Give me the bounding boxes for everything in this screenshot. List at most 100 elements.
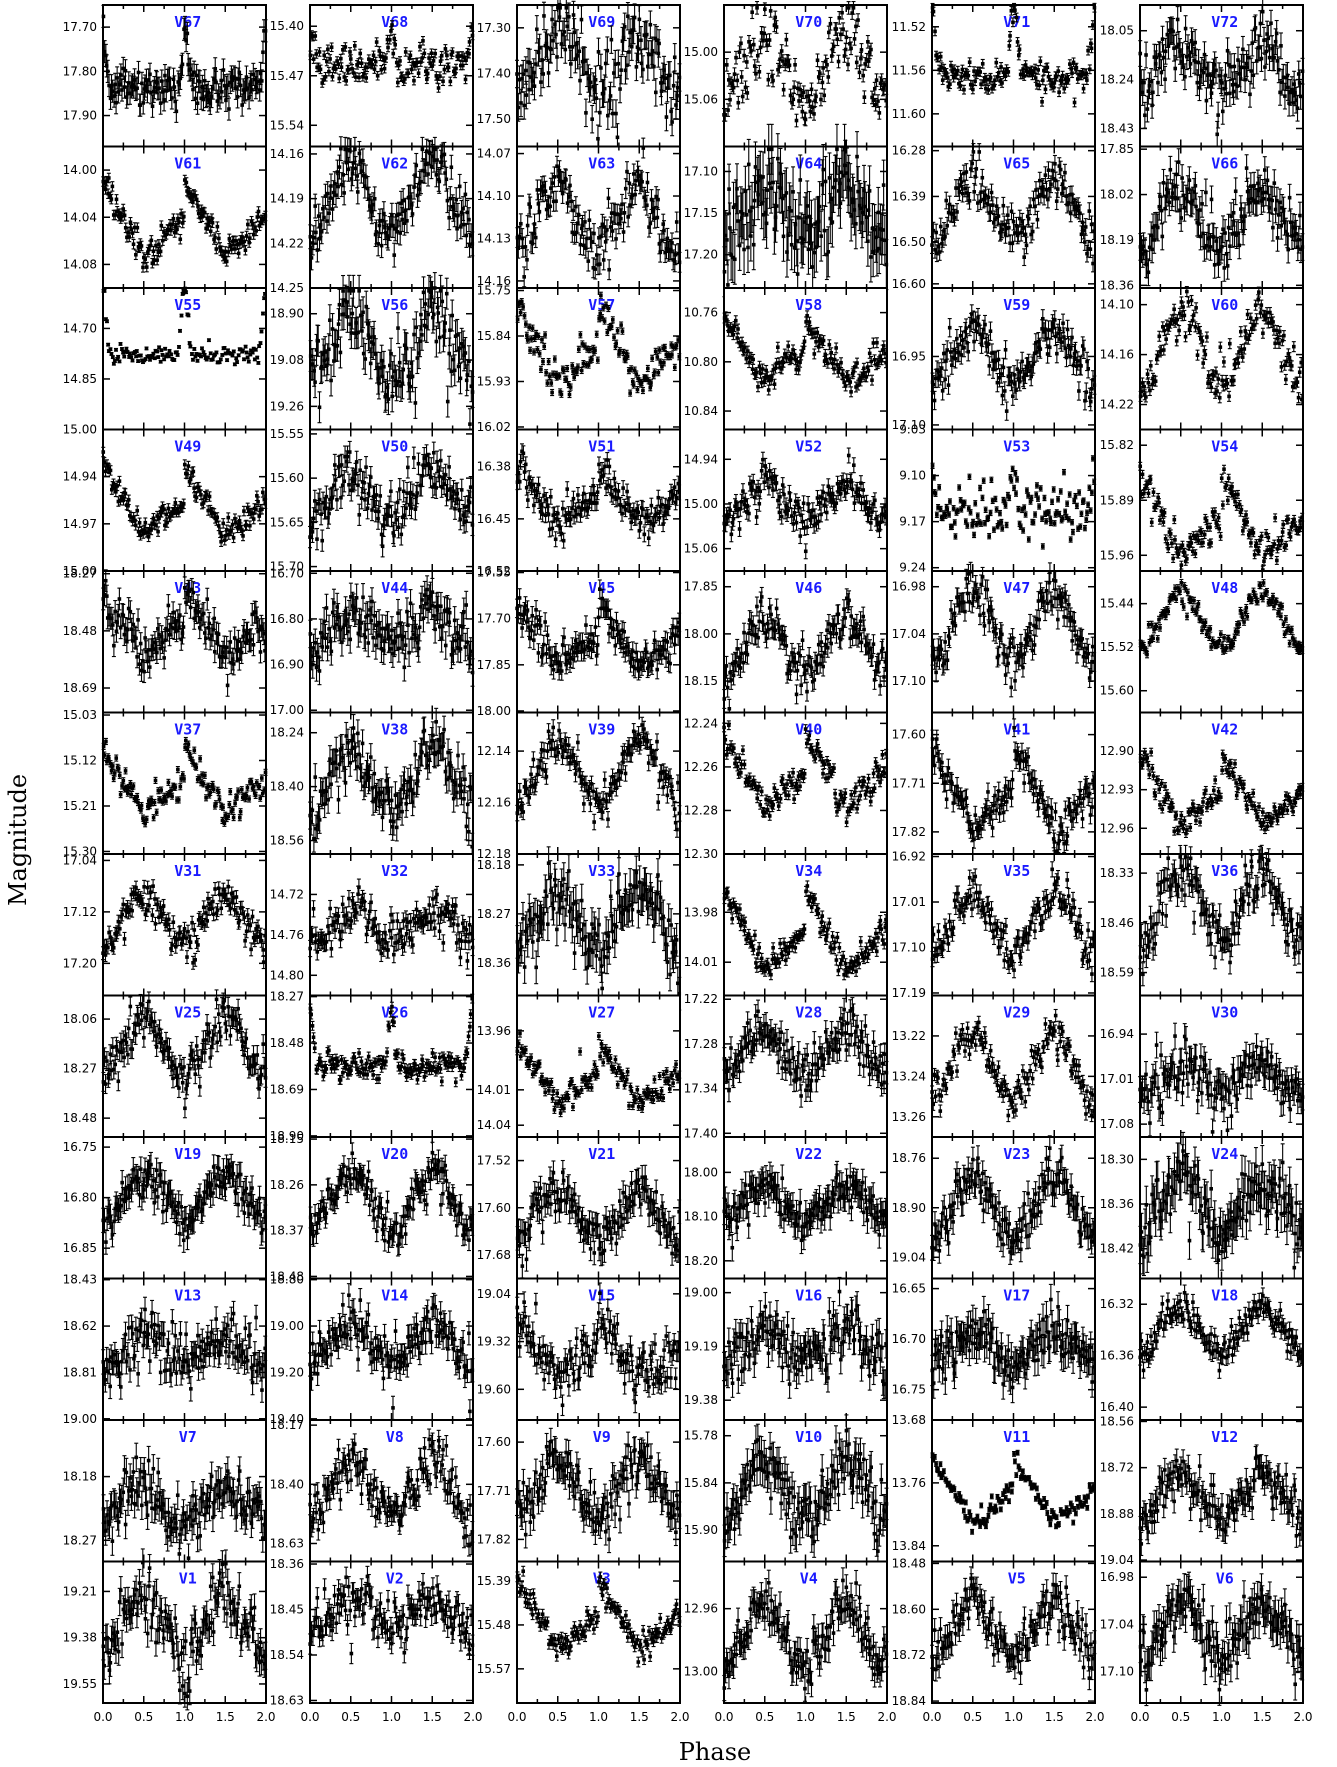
data-point [216,225,220,229]
data-point [151,104,155,108]
y-tick-label: 17.50 [477,112,511,126]
data-point [1299,95,1303,99]
data-point [224,99,228,103]
data-point [628,182,632,186]
data-point [728,98,732,102]
data-point [572,13,576,17]
data-point [525,93,529,97]
data-point [1162,56,1166,60]
data-point [375,40,379,44]
data-point [470,242,474,246]
data-point [611,112,615,116]
data-point [619,217,623,221]
y-tick-label: 14.22 [270,236,304,250]
data-point [551,39,555,43]
data-point [1228,92,1232,96]
data-point [1252,73,1256,77]
data-point [812,112,816,116]
data-point [819,98,823,102]
data-point [619,68,623,72]
data-point [732,86,736,90]
variable-label: V63 [588,155,615,173]
data-point [524,245,528,249]
data-point [755,6,759,10]
data-point [524,69,528,73]
y-tick-label: 18.24 [1100,73,1134,87]
data-point [244,248,248,252]
data-point [627,50,631,54]
data-point [1202,71,1206,75]
data-point [678,76,682,80]
data-point [792,85,796,89]
data-point [734,56,738,60]
data-point [218,96,222,100]
data-point [365,66,369,70]
data-point [584,111,588,115]
data-point [611,229,615,233]
data-point [657,42,661,46]
data-point [107,176,111,180]
data-point [393,43,397,47]
data-point [858,71,862,75]
data-point [746,91,750,95]
data-point [814,95,818,99]
data-point [392,37,396,41]
data-point [237,252,241,256]
data-point [136,226,140,230]
data-point [453,213,457,217]
data-point [801,110,805,114]
data-point [426,172,430,176]
data-point [775,25,779,29]
y-tick-label: 18.43 [1100,121,1134,135]
data-point [1283,94,1287,98]
data-point [1217,74,1221,78]
data-point [932,10,936,14]
data-point [605,228,609,232]
variable-label: V61 [174,155,201,173]
data-point [1142,81,1146,85]
data-point [228,237,232,241]
data-point [550,181,554,185]
data-point [973,79,977,83]
data-point [948,82,952,86]
data-point [417,71,421,75]
data-point [763,7,767,11]
data-point [195,74,199,78]
data-point [602,258,606,262]
data-point [802,90,806,94]
data-point [1275,32,1279,36]
data-point [538,210,542,214]
data-point [1248,93,1252,97]
data-point [1082,87,1086,91]
data-point [1053,81,1057,85]
data-point [539,80,543,84]
data-point [1008,34,1012,38]
data-point [465,234,469,238]
data-point [1184,27,1188,31]
data-point [961,68,965,72]
data-point [583,59,587,63]
data-point [637,47,641,51]
data-point [430,51,434,55]
data-point [157,243,161,247]
data-point [464,193,468,197]
data-point [971,88,975,92]
data-point [873,87,877,91]
data-point [217,237,221,241]
data-point [198,80,202,84]
data-point [445,54,449,58]
data-point [1215,133,1219,137]
data-point [310,256,314,260]
data-point [554,33,558,37]
data-point [325,219,329,223]
data-point [1057,90,1061,94]
data-point [372,54,376,58]
data-point [412,79,416,83]
data-point [1245,62,1249,66]
data-point [675,94,679,98]
data-point [788,63,792,67]
data-point [141,266,145,270]
data-point [437,86,441,90]
data-point [115,76,119,80]
data-point [353,148,357,152]
